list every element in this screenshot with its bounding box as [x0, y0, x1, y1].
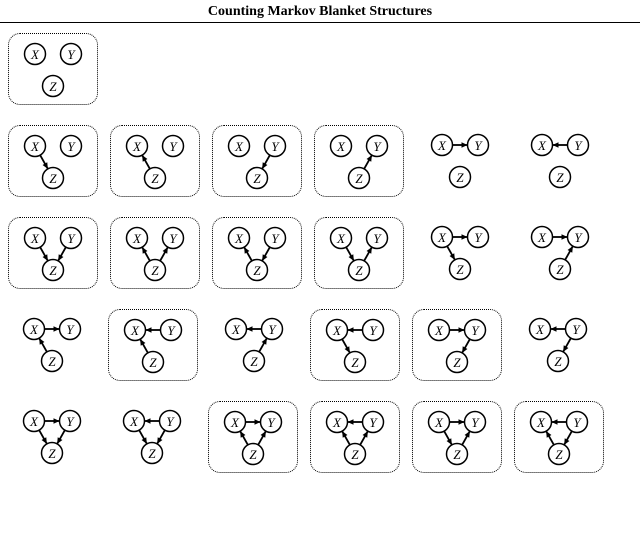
node-label-x: X — [129, 414, 139, 429]
diagram-cell: XYZ — [314, 217, 404, 289]
node-label-z: Z — [48, 446, 56, 461]
node-label-z: Z — [149, 355, 157, 370]
node-label-z: Z — [249, 447, 257, 462]
diagram-cell: XYZ — [514, 401, 604, 473]
node-label-x: X — [234, 231, 244, 246]
diagram-cell: XYZ — [8, 217, 98, 289]
node-label-z: Z — [250, 354, 258, 369]
node-label-x: X — [130, 323, 140, 338]
diagram-cell: XYZ — [8, 125, 98, 197]
diagram-cell: XYZ — [8, 33, 98, 105]
node-label-z: Z — [351, 447, 359, 462]
node-label-x: X — [231, 322, 241, 337]
node-label-z: Z — [556, 170, 564, 185]
node-label-x: X — [332, 323, 342, 338]
diagram-cell: XYZ — [416, 125, 504, 195]
diagram-cell: XYZ — [212, 217, 302, 289]
diagram-cell: XYZ — [516, 217, 604, 287]
node-label-x: X — [434, 323, 444, 338]
node-label-x: X — [336, 231, 346, 246]
node-label-z: Z — [355, 171, 363, 186]
node-label-z: Z — [48, 354, 56, 369]
node-label-x: X — [537, 230, 547, 245]
diagram-cell: XYZ — [8, 309, 96, 379]
diagram-row: XYZXYZXYZXYZXYZXYZ — [8, 401, 632, 473]
diagram-cell: XYZ — [516, 125, 604, 195]
node-label-z: Z — [253, 263, 261, 278]
node-label-z: Z — [555, 447, 563, 462]
node-label-z: Z — [556, 262, 564, 277]
diagram-row: XYZXYZXYZXYZXYZXYZ — [8, 309, 632, 381]
node-label-x: X — [332, 415, 342, 430]
diagram-cell: XYZ — [310, 401, 400, 473]
node-label-x: X — [230, 415, 240, 430]
node-label-z: Z — [49, 171, 57, 186]
node-label-x: X — [536, 415, 546, 430]
node-label-z: Z — [456, 170, 464, 185]
node-label-z: Z — [456, 262, 464, 277]
node-label-x: X — [30, 47, 40, 62]
node-label-z: Z — [49, 263, 57, 278]
node-label-x: X — [29, 322, 39, 337]
node-label-x: X — [234, 139, 244, 154]
node-label-z: Z — [453, 355, 461, 370]
diagram-grid: XYZXYZXYZXYZXYZXYZXYZXYZXYZXYZXYZXYZXYZX… — [0, 23, 640, 503]
diagram-cell: XYZ — [108, 401, 196, 471]
diagram-cell: XYZ — [210, 309, 298, 379]
node-label-z: Z — [554, 354, 562, 369]
node-label-x: X — [132, 139, 142, 154]
diagram-cell: XYZ — [412, 309, 502, 381]
node-label-z: Z — [49, 79, 57, 94]
page-title: Counting Markov Blanket Structures — [0, 0, 640, 23]
node-label-x: X — [437, 230, 447, 245]
diagram-cell: XYZ — [208, 401, 298, 473]
node-label-x: X — [336, 139, 346, 154]
node-label-z: Z — [151, 263, 159, 278]
node-label-x: X — [132, 231, 142, 246]
node-label-z: Z — [355, 263, 363, 278]
node-label-x: X — [30, 231, 40, 246]
node-label-x: X — [434, 415, 444, 430]
node-label-x: X — [437, 138, 447, 153]
node-label-z: Z — [151, 171, 159, 186]
node-label-z: Z — [453, 447, 461, 462]
diagram-row: XYZXYZXYZXYZXYZXYZ — [8, 217, 632, 289]
node-label-z: Z — [351, 355, 359, 370]
diagram-cell: XYZ — [314, 125, 404, 197]
diagram-cell: XYZ — [108, 309, 198, 381]
node-label-z: Z — [253, 171, 261, 186]
node-label-x: X — [535, 322, 545, 337]
diagram-cell: XYZ — [416, 217, 504, 287]
diagram-cell: XYZ — [212, 125, 302, 197]
diagram-cell: XYZ — [110, 125, 200, 197]
diagram-cell: XYZ — [8, 401, 96, 471]
node-label-x: X — [29, 414, 39, 429]
diagram-cell: XYZ — [514, 309, 602, 379]
diagram-cell: XYZ — [310, 309, 400, 381]
node-label-x: X — [30, 139, 40, 154]
diagram-row: XYZ — [8, 33, 632, 105]
diagram-cell: XYZ — [110, 217, 200, 289]
node-label-x: X — [537, 138, 547, 153]
diagram-row: XYZXYZXYZXYZXYZXYZ — [8, 125, 632, 197]
node-label-z: Z — [148, 446, 156, 461]
diagram-cell: XYZ — [412, 401, 502, 473]
